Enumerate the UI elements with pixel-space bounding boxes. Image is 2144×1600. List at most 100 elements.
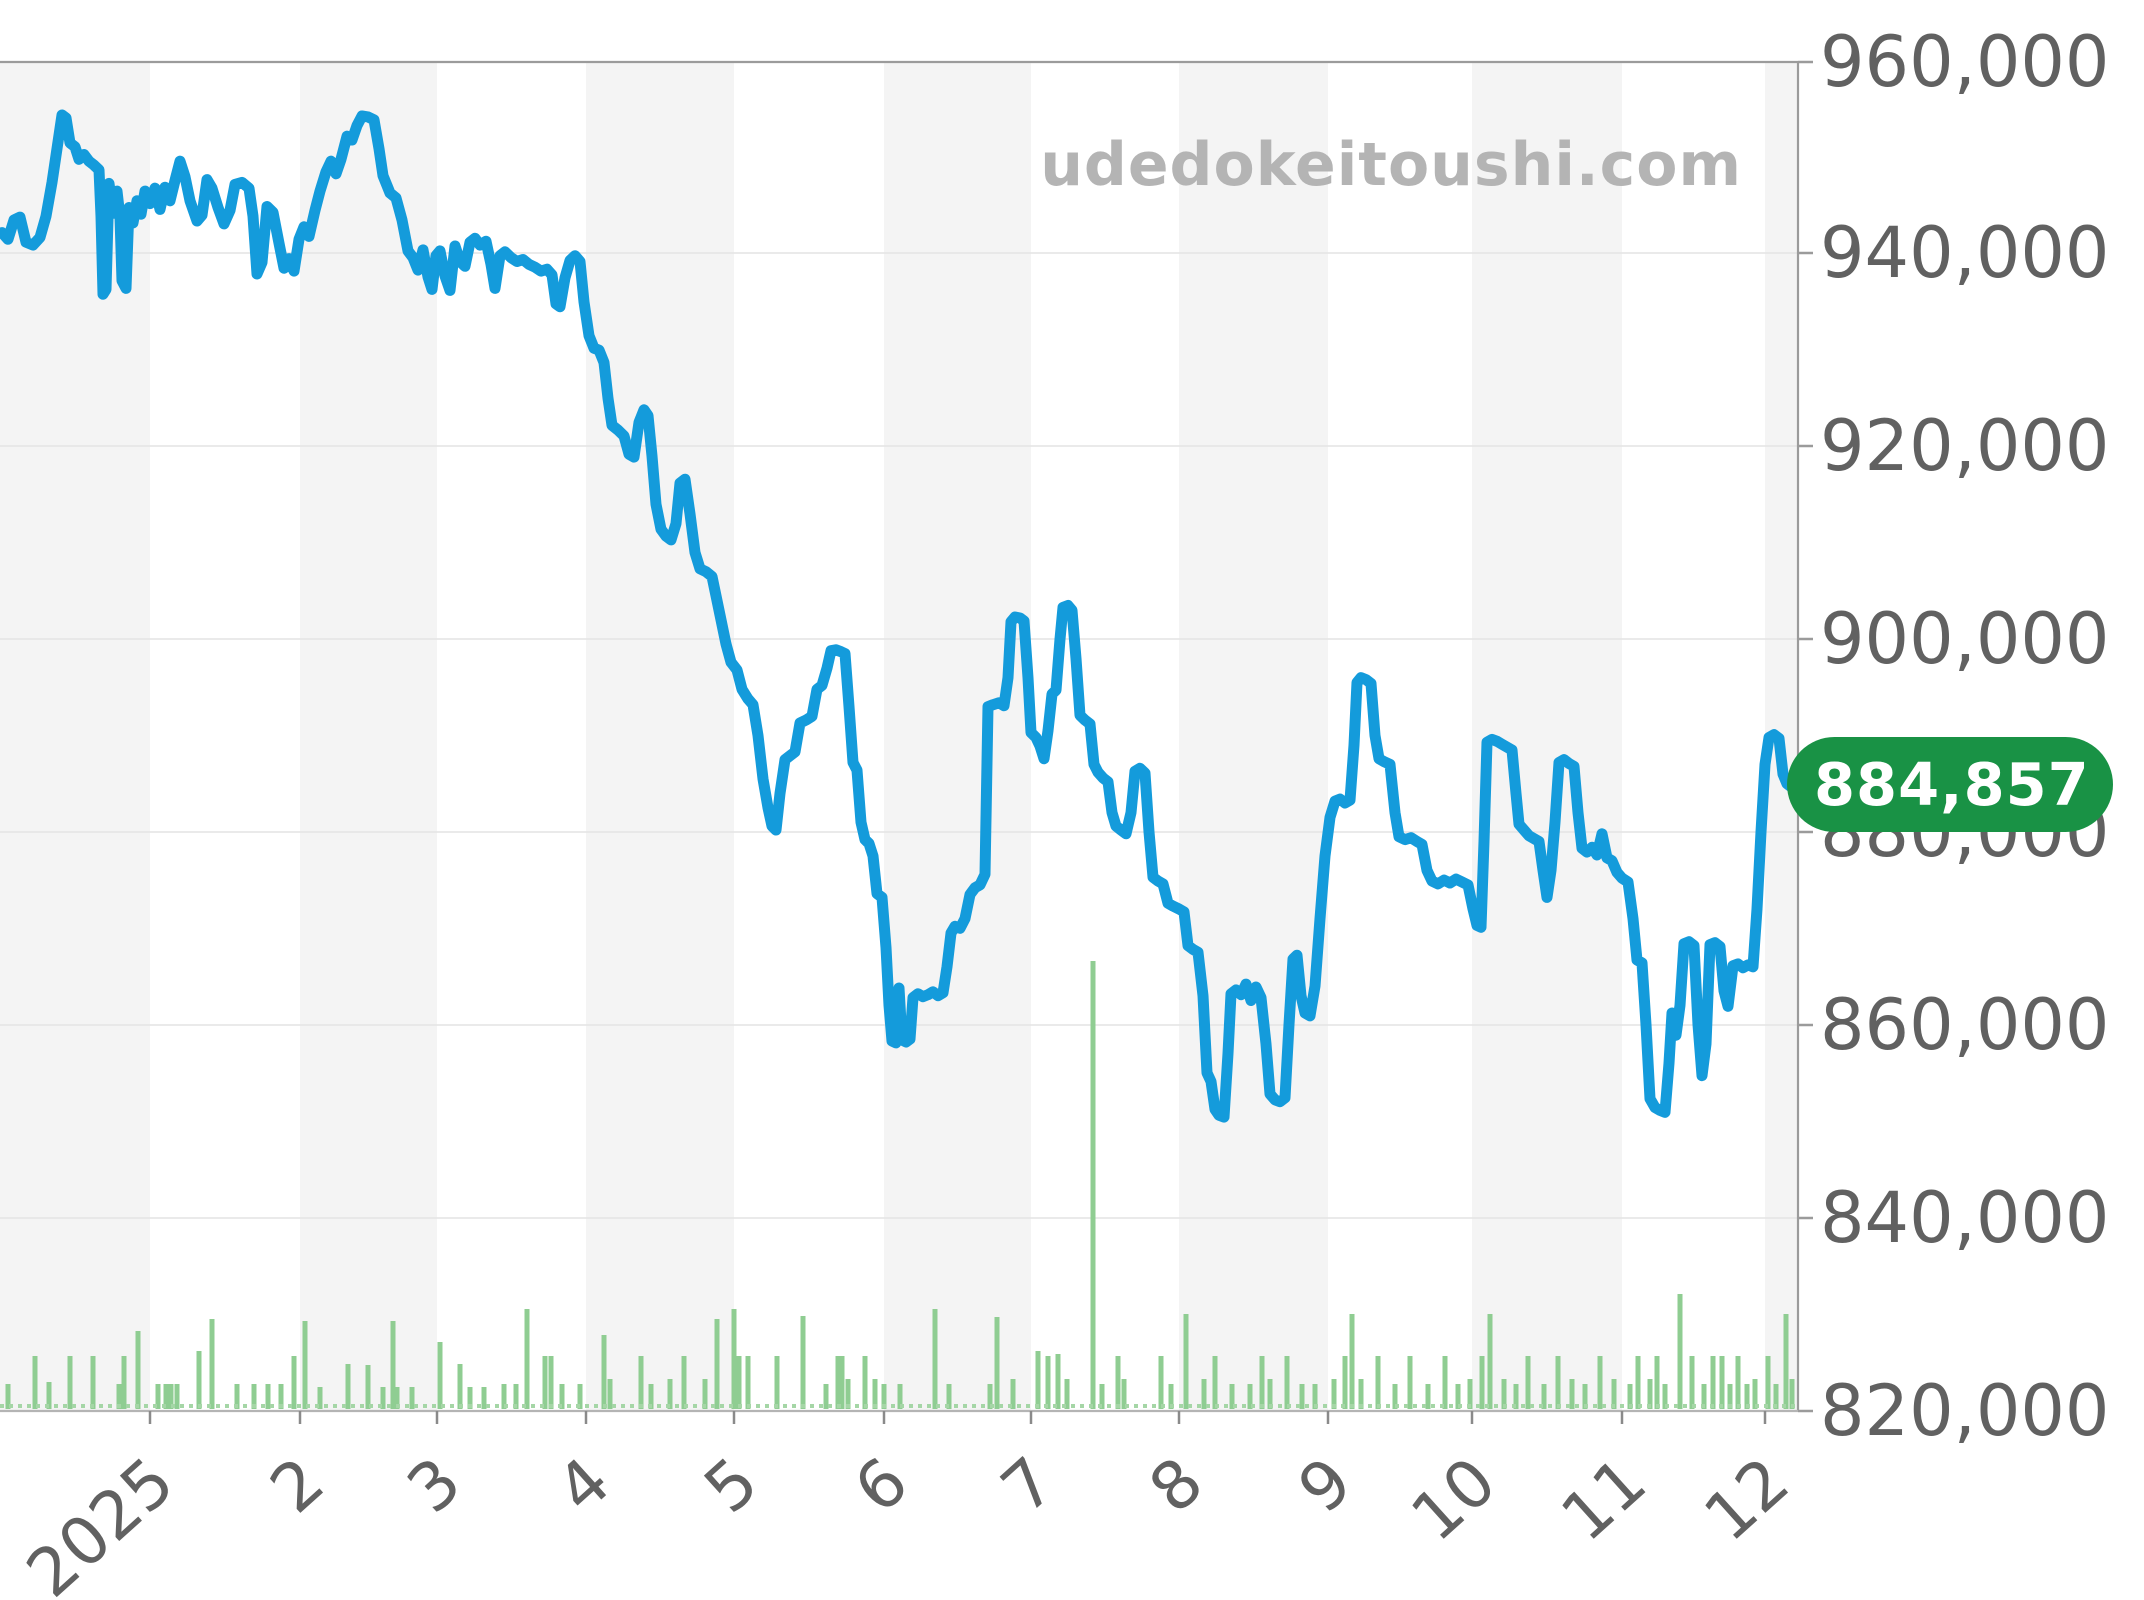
x-tick-label: 11 xyxy=(1547,1443,1661,1556)
volume-bar xyxy=(1010,1379,1016,1409)
volume-bar xyxy=(835,1356,841,1409)
volume-bar xyxy=(163,1384,169,1409)
volume-bar xyxy=(736,1356,742,1409)
volume-bar xyxy=(5,1384,11,1409)
volume-bar xyxy=(897,1384,903,1409)
volume-bar xyxy=(67,1356,73,1409)
volume-bar xyxy=(872,1379,878,1409)
volume-bar xyxy=(457,1364,463,1409)
volume-bar xyxy=(994,1317,1000,1409)
volume-bar xyxy=(702,1379,708,1409)
volume-bar xyxy=(437,1342,443,1409)
volume-bar xyxy=(1541,1384,1547,1409)
volume-bar xyxy=(1342,1356,1348,1409)
y-tick-label: 960,000 xyxy=(1820,21,2109,103)
volume-bar xyxy=(881,1384,887,1409)
volume-bar xyxy=(862,1356,868,1409)
volume-bar xyxy=(601,1335,607,1409)
volume-bar xyxy=(1183,1314,1189,1409)
volume-bar xyxy=(1752,1379,1758,1409)
volume-bar xyxy=(380,1387,386,1409)
volume-bar xyxy=(135,1331,141,1409)
volume-bar xyxy=(1259,1356,1265,1409)
x-tick-label: 7 xyxy=(987,1443,1070,1528)
volume-bar xyxy=(1735,1356,1741,1409)
volume-bar xyxy=(1569,1379,1575,1409)
volume-bar xyxy=(1099,1384,1105,1409)
volume-bar xyxy=(345,1364,351,1409)
volume-bar xyxy=(1299,1384,1305,1409)
x-tick-label: 2 xyxy=(256,1443,339,1528)
volume-bar xyxy=(481,1387,487,1409)
volume-bar xyxy=(1773,1384,1779,1409)
x-tick-label: 6 xyxy=(840,1443,923,1528)
volume-bar xyxy=(1331,1379,1337,1409)
volume-bar xyxy=(1654,1356,1660,1409)
volume-bar xyxy=(196,1351,202,1409)
volume-bar xyxy=(823,1384,829,1409)
volume-bar xyxy=(1744,1384,1750,1409)
volume-bar xyxy=(1407,1356,1413,1409)
volume-bar xyxy=(1158,1356,1164,1409)
volume-bar xyxy=(774,1356,780,1409)
volume-bar xyxy=(1358,1379,1364,1409)
volume-bar xyxy=(251,1384,257,1409)
volume-bar xyxy=(542,1356,548,1409)
latest-price-badge: 884,857 xyxy=(1787,737,2113,832)
volume-bar xyxy=(745,1356,751,1409)
volume-bar xyxy=(168,1384,174,1409)
x-tick-label: 3 xyxy=(393,1443,476,1528)
volume-bar xyxy=(155,1384,161,1409)
volume-bar xyxy=(1121,1379,1127,1409)
volume-bar xyxy=(121,1356,127,1409)
volume-bar xyxy=(467,1387,473,1409)
volume-bar xyxy=(714,1319,720,1409)
volume-bar xyxy=(32,1356,38,1409)
volume-bar xyxy=(648,1384,654,1409)
volume-bar xyxy=(1525,1356,1531,1409)
volume-bar xyxy=(209,1319,215,1409)
volume-bar xyxy=(1635,1356,1641,1409)
month-band xyxy=(1179,62,1328,1411)
x-tick-label: 8 xyxy=(1135,1443,1218,1528)
volume-bar xyxy=(1284,1356,1290,1409)
volume-bar xyxy=(234,1384,240,1409)
volume-bar xyxy=(1115,1356,1121,1409)
x-tick-label: 4 xyxy=(542,1443,625,1528)
volume-bar xyxy=(278,1384,284,1409)
volume-bar xyxy=(1312,1384,1318,1409)
volume-bar xyxy=(607,1379,613,1409)
volume-bar xyxy=(1479,1356,1485,1409)
volume-bar xyxy=(1168,1384,1174,1409)
watermark: udedokeitoushi.com xyxy=(1040,130,1742,200)
volume-bar xyxy=(1201,1379,1207,1409)
volume-bar xyxy=(1513,1384,1519,1409)
volume-bar xyxy=(1392,1384,1398,1409)
volume-bar xyxy=(1555,1356,1561,1409)
y-tick-label: 820,000 xyxy=(1820,1370,2109,1452)
volume-bar xyxy=(1455,1384,1461,1409)
month-band xyxy=(884,62,1031,1411)
volume-bar xyxy=(1783,1314,1789,1409)
x-tick-label: 10 xyxy=(1397,1443,1511,1556)
volume-bar xyxy=(1247,1384,1253,1409)
volume-bar xyxy=(365,1365,371,1409)
volume-bar xyxy=(1487,1314,1493,1409)
volume-bar xyxy=(90,1356,96,1409)
volume-bar xyxy=(548,1356,554,1409)
volume-bar xyxy=(1267,1379,1273,1409)
volume-bar xyxy=(524,1309,530,1409)
volume-bar xyxy=(1035,1351,1041,1409)
volume-bar xyxy=(1597,1356,1603,1409)
volume-bar xyxy=(1055,1354,1061,1409)
y-tick-label: 860,000 xyxy=(1820,984,2109,1066)
volume-bar xyxy=(667,1379,673,1409)
y-tick-label: 840,000 xyxy=(1820,1177,2109,1259)
volume-bar xyxy=(409,1387,415,1409)
volume-bar xyxy=(1765,1356,1771,1409)
volume-bar xyxy=(845,1379,851,1409)
volume-bar xyxy=(1582,1384,1588,1409)
volume-bar xyxy=(731,1309,737,1409)
x-tick-label: 5 xyxy=(690,1443,773,1528)
